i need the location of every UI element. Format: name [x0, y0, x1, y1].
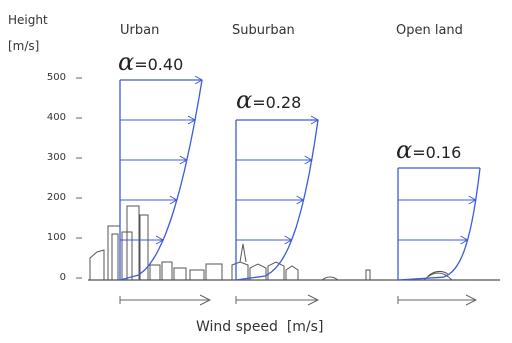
y-tick-0: 0: [59, 272, 66, 283]
y-axis-title-line2: [m/s]: [8, 39, 40, 53]
y-axis-title-line1: Height: [8, 13, 48, 27]
alpha-value-suburban: =0.28: [252, 93, 302, 112]
profile-arrowhead-suburban-400: [310, 115, 320, 125]
alpha-value-open-land: =0.16: [412, 143, 462, 162]
alpha-symbol-open-land: α: [396, 136, 413, 164]
panel-title-urban: Urban: [120, 23, 160, 38]
profile-arrowhead-urban-200: [169, 195, 178, 205]
wind-speed-arrow-urban: [119, 294, 212, 306]
profile-arrowhead-open-land-200: [468, 195, 477, 205]
y-axis-ticks: [76, 77, 82, 279]
profile-arrowhead-urban-100: [155, 235, 165, 245]
urban-buildings: [89, 205, 223, 281]
y-tick-400: 400: [46, 112, 66, 123]
profile-curve-open-land: [397, 167, 481, 281]
y-tick-500: 500: [46, 72, 66, 83]
suburban-buildings: [231, 243, 299, 280]
wind-speed-arrow-suburban: [235, 294, 320, 306]
y-tick-300: 300: [46, 152, 66, 163]
profile-arrowhead-urban-400: [187, 115, 197, 125]
panel-title-suburban: Suburban: [232, 23, 295, 38]
alpha-symbol-urban: α: [118, 48, 135, 76]
profile-arrowhead-suburban-200: [296, 195, 305, 205]
y-tick-100: 100: [46, 232, 66, 243]
alpha-symbol-suburban: α: [236, 86, 253, 114]
profile-arrowhead-open-land-100: [460, 235, 469, 245]
wind-speed-arrows: [119, 294, 478, 306]
profile-arrowhead-suburban-100: [284, 235, 293, 245]
wind-speed-arrow-open-land: [397, 294, 478, 306]
alpha-label-suburban: α=0.28: [236, 88, 301, 112]
alpha-value-urban: =0.40: [134, 55, 184, 74]
alpha-label-urban: α=0.40: [118, 50, 183, 74]
profile-arrowhead-urban-500: [194, 75, 204, 85]
alpha-label-open-land: α=0.16: [396, 138, 461, 162]
profile-arrowhead-suburban-300: [304, 155, 313, 165]
panel-title-open-land: Open land: [396, 23, 463, 38]
x-axis-label: Wind speed [m/s]: [196, 319, 324, 335]
profile-arrowhead-urban-300: [179, 155, 188, 165]
profile-curve-urban: [119, 79, 203, 281]
y-tick-200: 200: [46, 192, 66, 203]
